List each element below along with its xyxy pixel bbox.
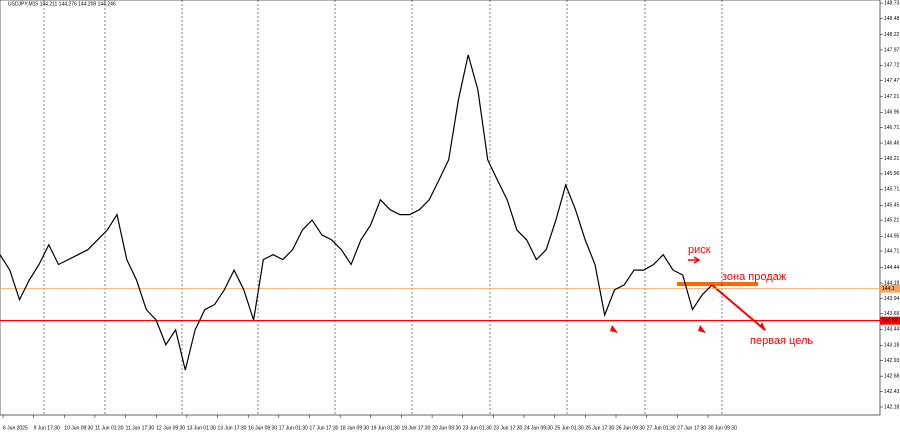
y-tick-label: 143.44 <box>884 327 900 333</box>
y-tick-label: 143.94 <box>884 296 900 302</box>
y-tick-label: 142.93 <box>884 358 900 364</box>
y-tick-label: 143.69 <box>884 311 900 317</box>
y-tick-label: 148.48 <box>884 16 900 22</box>
x-tick-label: 19 Jun 01:30 <box>371 425 400 431</box>
y-tick-label: 143.18 <box>884 343 900 349</box>
y-tick-label: 142.68 <box>884 373 900 379</box>
y-tick-label: 144.19 <box>884 280 900 286</box>
y-tick-label: 145.45 <box>884 203 900 209</box>
price-line <box>0 54 713 371</box>
y-tick-label: 145.96 <box>884 171 900 177</box>
x-tick-label: 27 Jun 17:30 <box>677 425 706 431</box>
x-tick-label: 20 Jun 09:30 <box>432 425 461 431</box>
y-tick-label: 144.95 <box>884 234 900 240</box>
y-tick-label: 145.21 <box>884 217 900 223</box>
x-tick-label: 6 Jun 2025 <box>3 425 28 431</box>
arrow-head <box>760 322 766 331</box>
y-tick-label: 147.72 <box>884 63 900 69</box>
y-tick-label: 147.21 <box>884 94 900 100</box>
y-tick-label: 146.46 <box>884 140 900 146</box>
price-level-label: 144.1 <box>882 286 895 292</box>
x-tick-label: 23 Jun 01:30 <box>463 425 492 431</box>
x-tick-label: 11 Jun 01:30 <box>95 425 124 431</box>
x-tick-label: 23 Jun 17:30 <box>493 425 522 431</box>
y-tick-label: 142.43 <box>884 389 900 395</box>
price-level-box <box>880 316 900 325</box>
x-tick-label: 10 Jun 09:30 <box>64 425 93 431</box>
x-tick-label: 30 Jun 09:30 <box>708 425 737 431</box>
x-tick-label: 26 Jun 09:30 <box>616 425 645 431</box>
y-tick-label: 146.21 <box>884 156 900 162</box>
x-tick-label: 24 Jun 09:30 <box>524 425 553 431</box>
target-arrow <box>711 284 766 331</box>
y-tick-label: 147.97 <box>884 47 900 53</box>
x-tick-label: 17 Jun 01:30 <box>279 425 308 431</box>
y-tick-label: 148.22 <box>884 32 900 38</box>
x-tick-label: 25 Jun 01:30 <box>555 425 584 431</box>
marker <box>698 325 706 333</box>
y-tick-label: 142.18 <box>884 404 900 410</box>
annotation: первая цель <box>750 335 813 347</box>
risk-arrow <box>688 256 701 264</box>
x-tick-label: 13 Jun 17:30 <box>218 425 247 431</box>
y-tick-label: 145.71 <box>884 187 900 193</box>
y-tick-label: 146.71 <box>884 125 900 131</box>
x-tick-label: 11 Jun 17:30 <box>126 425 155 431</box>
plot-frame <box>0 0 881 416</box>
x-tick-label: 13 Jun 01:30 <box>187 425 216 431</box>
x-tick-label: 18 Jun 09:30 <box>340 425 369 431</box>
price-level-box <box>880 284 900 293</box>
x-tick-label: 27 Jun 01:30 <box>647 425 676 431</box>
price-level-label: 143.58 <box>882 318 898 324</box>
x-tick-label: 25 Jun 17:30 <box>585 425 614 431</box>
marker <box>610 325 618 333</box>
x-tick-label: 16 Jun 09:30 <box>248 425 277 431</box>
x-tick-label: 17 Jun 17:30 <box>310 425 339 431</box>
y-tick-label: 144.44 <box>884 265 900 271</box>
y-tick-label: 144.71 <box>884 248 900 254</box>
y-tick-label: 146.96 <box>884 110 900 116</box>
annotation: зона продаж <box>722 271 787 283</box>
x-tick-label: 9 Jun 17:30 <box>34 425 60 431</box>
x-tick-label: 12 Jun 09:30 <box>156 425 185 431</box>
annotation: риск <box>688 244 711 256</box>
y-tick-label: 147.47 <box>884 78 900 84</box>
sell-zone <box>677 282 758 286</box>
chart-title: USDJPY,M15 144.211 144.276 144.208 144.2… <box>8 1 116 7</box>
y-tick-label: 148.73 <box>884 0 900 6</box>
x-tick-label: 19 Jun 17:30 <box>401 425 430 431</box>
